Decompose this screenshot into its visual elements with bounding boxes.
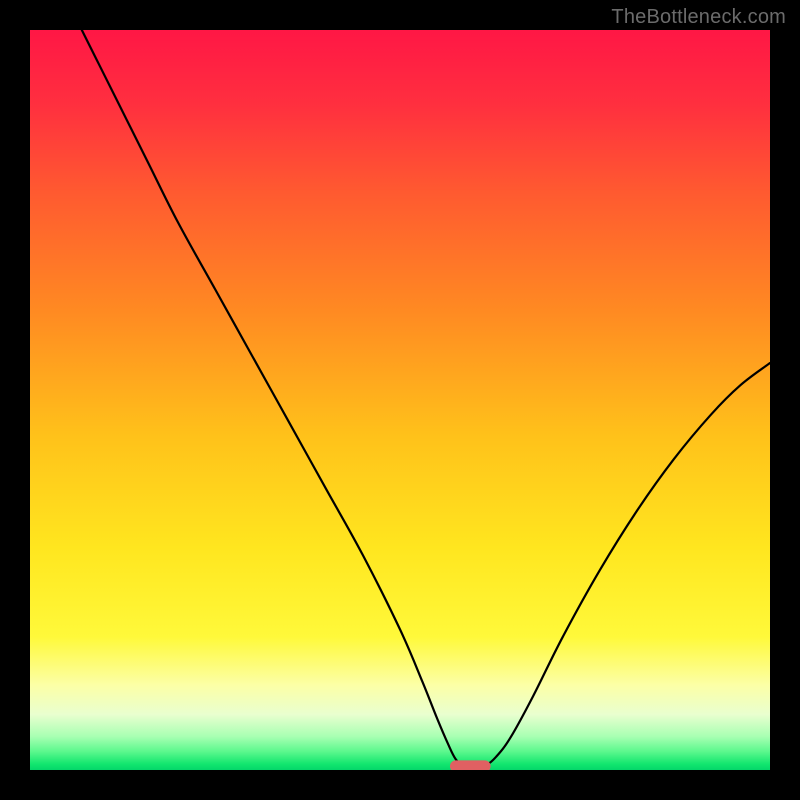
outer-frame: TheBottleneck.com <box>0 0 800 800</box>
optimum-marker <box>450 760 491 770</box>
bottleneck-chart <box>30 30 770 770</box>
chart-background <box>30 30 770 770</box>
watermark-text: TheBottleneck.com <box>611 6 786 29</box>
chart-plot-area <box>30 30 770 770</box>
